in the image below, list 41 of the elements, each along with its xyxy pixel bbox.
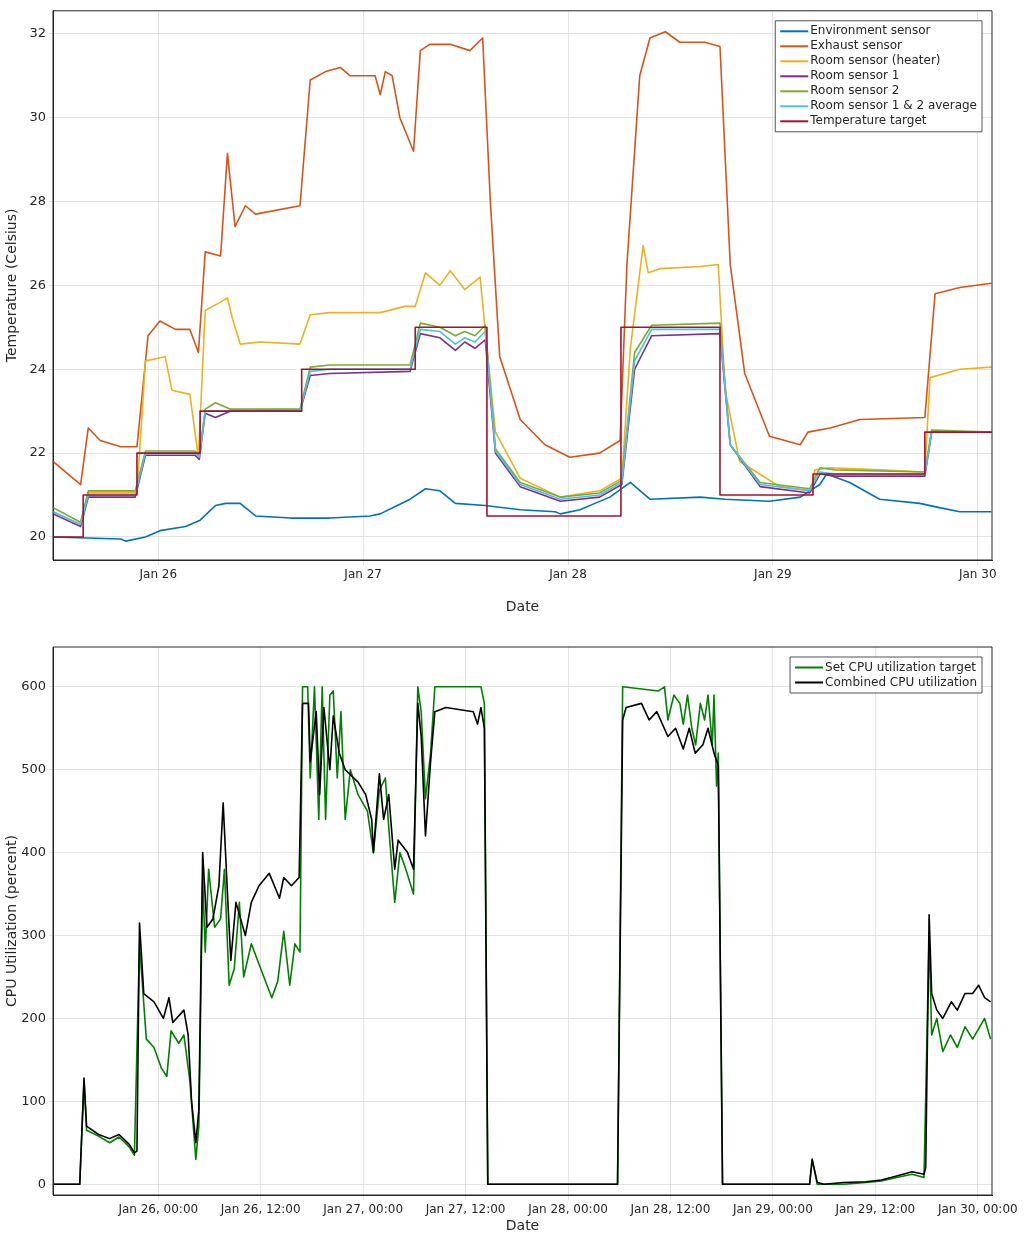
x-tick-label: Jan 26, 00:00 xyxy=(117,1202,199,1217)
legend-label: Exhaust sensor xyxy=(810,38,903,53)
legend-label: Set CPU utilization target xyxy=(825,659,977,674)
y-axis-title: Temperature (Celsius) xyxy=(3,208,20,364)
x-tick-label: Jan 26, 12:00 xyxy=(219,1202,301,1217)
y-tick-label: 22 xyxy=(29,444,46,460)
legend-label: Room sensor 1 xyxy=(810,68,900,83)
y-tick-label: 400 xyxy=(21,843,46,859)
legend-label: Room sensor 2 xyxy=(810,83,900,98)
x-tick-label: Jan 30 xyxy=(957,567,997,582)
x-tick-label: Jan 30, 00:00 xyxy=(936,1202,1018,1217)
y-tick-label: 26 xyxy=(29,276,46,292)
legend-label: Environment sensor xyxy=(810,23,931,38)
y-tick-label: 24 xyxy=(29,360,46,376)
x-tick-label: Jan 28, 12:00 xyxy=(629,1202,711,1217)
legend-label: Temperature target xyxy=(809,113,927,128)
x-tick-label: Jan 27 xyxy=(343,567,382,582)
x-tick-label: Jan 29, 12:00 xyxy=(834,1202,916,1217)
y-tick-label: 300 xyxy=(21,926,46,942)
y-tick-label: 100 xyxy=(21,1092,46,1108)
legend-label: Room sensor (heater) xyxy=(810,53,941,68)
x-tick-label: Jan 29, 00:00 xyxy=(732,1202,813,1217)
x-tick-label: Jan 26 xyxy=(138,567,178,582)
x-tick-label: Jan 28, 00:00 xyxy=(527,1202,608,1217)
y-tick-label: 200 xyxy=(21,1009,46,1025)
x-tick-label: Jan 27, 12:00 xyxy=(424,1202,506,1217)
y-tick-label: 20 xyxy=(29,528,46,544)
y-tick-label: 600 xyxy=(21,678,46,694)
x-tick-label: Jan 29 xyxy=(753,567,792,582)
x-axis-title: Date xyxy=(505,1217,540,1234)
y-tick-label: 28 xyxy=(29,192,46,208)
legend-label: Combined CPU utilization xyxy=(825,674,978,689)
x-axis-title: Date xyxy=(505,598,540,615)
y-axis-title: CPU Utilization (percent) xyxy=(3,834,20,1008)
y-tick-label: 0 xyxy=(37,1175,46,1191)
y-tick-label: 32 xyxy=(29,25,46,41)
y-tick-label: 30 xyxy=(29,109,46,125)
x-tick-label: Jan 27, 00:00 xyxy=(322,1202,404,1217)
legend-label: Room sensor 1 & 2 average xyxy=(810,98,977,113)
x-tick-label: Jan 28 xyxy=(548,567,587,582)
y-tick-label: 500 xyxy=(21,761,46,777)
